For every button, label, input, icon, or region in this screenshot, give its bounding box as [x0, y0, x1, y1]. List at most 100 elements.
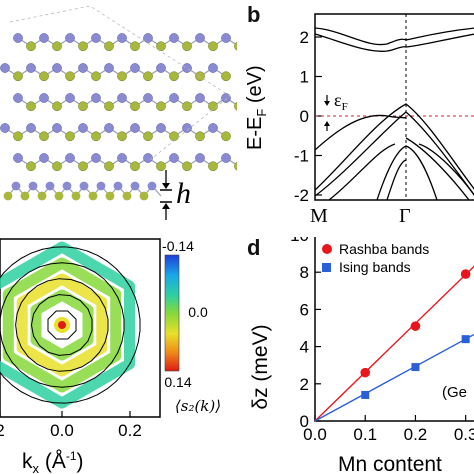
side-chalcogen-atom: [20, 191, 30, 201]
spin-arrow: [117, 296, 123, 309]
side-chalcogen-atom: [122, 191, 132, 201]
spin-arrow: [20, 252, 32, 259]
band-line: [314, 111, 474, 197]
spin-arrow: [86, 250, 99, 257]
spin-arrow: [79, 340, 89, 350]
spin-arrow: [20, 292, 29, 304]
spin-arrow: [50, 262, 63, 265]
spin-arrow: [121, 307, 125, 320]
chalcogen-atom: [117, 71, 127, 82]
chalcogen-atom: [104, 41, 114, 52]
spin-arrow: [104, 330, 109, 343]
spin-arrow: [15, 313, 18, 326]
spin-arrow: [94, 271, 105, 280]
spin-arrow: [81, 360, 92, 368]
band-line: [314, 33, 474, 52]
band-y-tick-label: 1: [300, 68, 309, 87]
chart-d-y-ticks: 0 2 4 6 8 10: [290, 237, 321, 431]
chart-d-y-tick-label: 4: [300, 338, 309, 357]
chalcogen-atom: [156, 101, 166, 112]
thickness-marker: h: [160, 170, 191, 220]
spin-arrow: [50, 385, 63, 388]
metal-atom: [130, 123, 140, 133]
metal-atom: [52, 63, 62, 73]
metal-atom: [143, 93, 153, 103]
spin-arrow: [91, 288, 101, 299]
metal-atom: [39, 93, 49, 103]
side-metal-atom: [62, 181, 72, 191]
metal-atom: [65, 33, 75, 43]
spin-arrow: [30, 248, 43, 254]
metal-atom: [143, 33, 153, 43]
metal-atom: [91, 33, 101, 43]
spin-arrow: [75, 247, 88, 252]
spin-arrow: [69, 348, 81, 355]
spin-arrow: [47, 351, 60, 356]
chalcogen-atom: [13, 131, 23, 142]
spin-arrow: [0, 330, 3, 343]
metal-atom: [13, 93, 23, 103]
band-line: [314, 114, 407, 151]
metal-atom: [39, 33, 49, 43]
spin-arrow: [73, 263, 85, 268]
side-chalcogen-atom: [139, 191, 149, 201]
spin-arrow: [61, 262, 74, 265]
band-curves: [314, 27, 474, 201]
metal-atom: [117, 33, 127, 43]
metal-atom: [0, 63, 10, 73]
metal-atom: [195, 153, 205, 163]
chalcogen-atom: [91, 71, 101, 82]
side-metal-atom: [45, 181, 55, 191]
colorbar-tick-mid: 0.0: [188, 304, 208, 320]
data-point-ising: [411, 363, 420, 372]
chalcogen-atom: [26, 161, 36, 172]
chart-d-y-tick-label: 0: [300, 412, 309, 431]
side-chalcogen-atom: [71, 191, 81, 201]
kpoint-label-m: M: [310, 205, 328, 227]
metal-atom: [65, 93, 75, 103]
side-chalcogen-atom: [88, 191, 98, 201]
metal-atom: [221, 93, 231, 103]
spin-arrow: [84, 266, 96, 273]
metal-atom: [130, 63, 140, 73]
spin-arrow: [87, 330, 93, 342]
spin-arrow: [36, 363, 49, 370]
chalcogen-atom: [39, 131, 49, 142]
metal-atom: [169, 93, 179, 103]
spin-x-label: kx (Å-1): [22, 449, 84, 474]
spin-arrow: [61, 385, 74, 388]
metal-atom: [117, 93, 127, 103]
legend-label-ising: Ising bands: [339, 259, 411, 275]
honeycomb-lattice-top-view: [0, 5, 237, 172]
side-chalcogen-atom: [37, 191, 47, 201]
spin-arrow: [81, 282, 92, 290]
chart-d-x-tick-label: 0.2: [404, 425, 428, 444]
band-line: [328, 143, 396, 201]
spin-arrow: [27, 356, 38, 365]
chalcogen-atom: [78, 161, 88, 172]
metal-atom: [52, 123, 62, 133]
band-line: [418, 143, 474, 196]
spin-arrow: [121, 330, 125, 343]
unit-cell-outline: [9, 5, 231, 161]
spin-arrow: [47, 368, 60, 372]
side-chalcogen-atom: [105, 191, 115, 201]
chalcogen-atom: [52, 161, 62, 172]
chalcogen-atom: [208, 101, 218, 112]
metal-atom: [182, 63, 192, 73]
data-point-rashba: [360, 367, 371, 378]
metal-atom: [39, 153, 49, 163]
chalcogen-atom: [52, 101, 62, 112]
chart-d-y-label: δz (meV): [249, 324, 272, 409]
band-line: [314, 103, 474, 191]
fermi-energy-marker: εF: [324, 90, 348, 131]
chart-d-x-label: Mn content: [338, 453, 442, 474]
chalcogen-atom: [26, 41, 36, 52]
spin-x-tick-label: 2: [0, 421, 5, 440]
metal-atom: [0, 123, 10, 133]
spin-arrow: [0, 307, 3, 320]
chart-d-y-tick-label: 10: [290, 237, 309, 245]
spin-arrow: [97, 388, 109, 396]
chalcogen-atom: [143, 131, 153, 142]
data-point-ising: [461, 335, 470, 344]
